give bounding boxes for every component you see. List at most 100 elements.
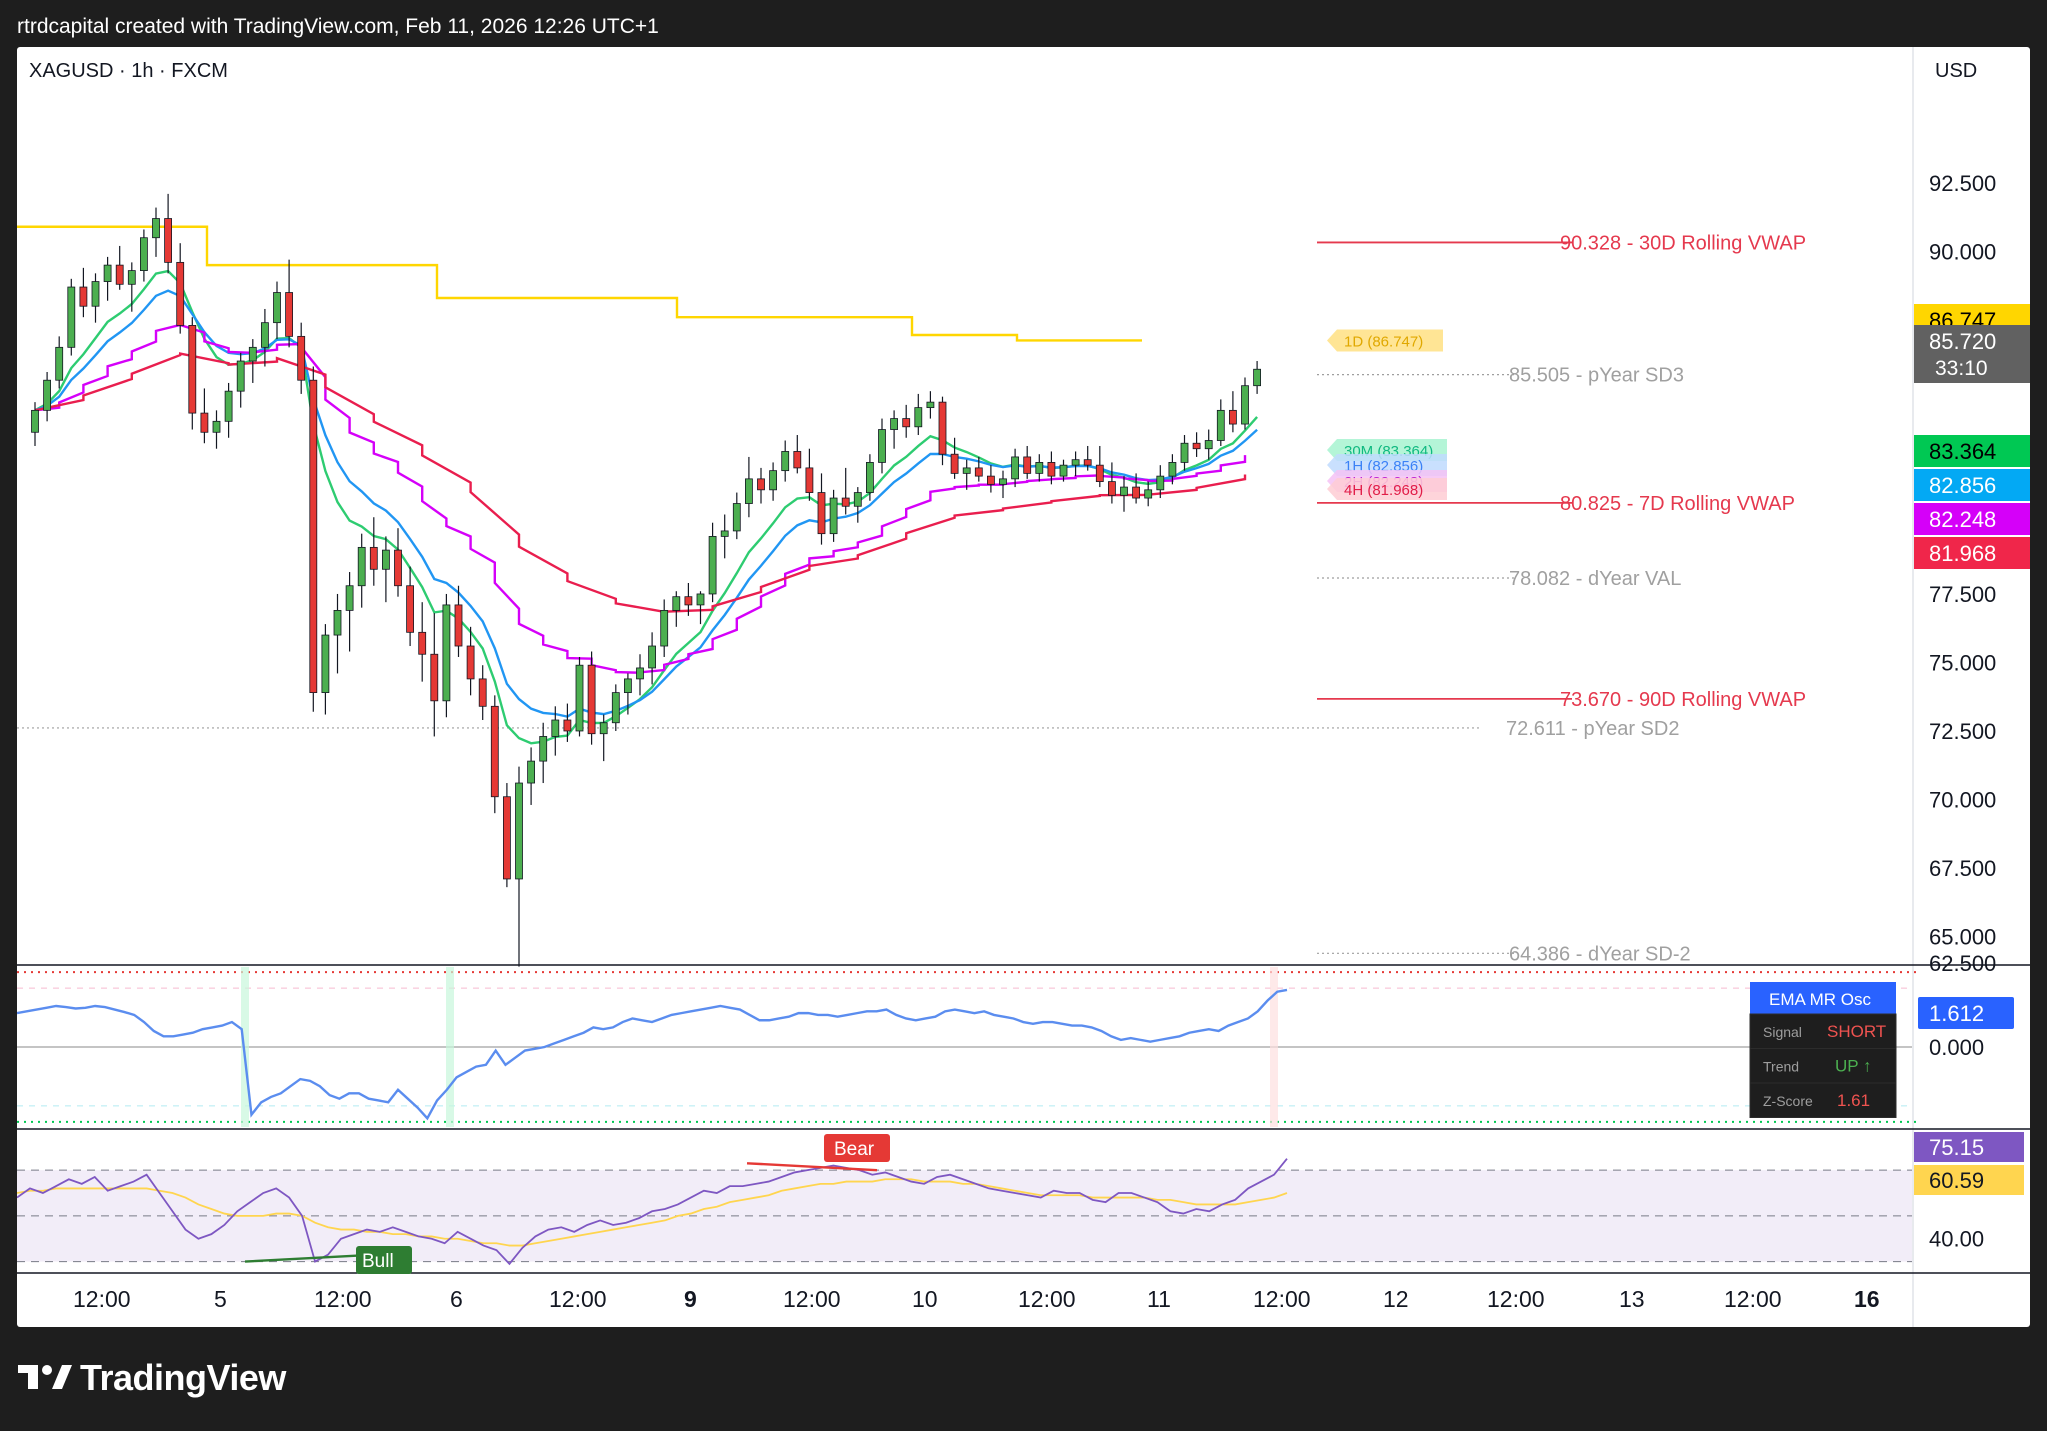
candle-body[interactable] xyxy=(309,379,318,694)
candle-body[interactable] xyxy=(466,645,475,680)
candle-body[interactable] xyxy=(321,634,330,694)
candle-body[interactable] xyxy=(817,492,826,535)
candle-body[interactable] xyxy=(793,451,802,469)
candle-body[interactable] xyxy=(176,261,185,326)
candle-body[interactable] xyxy=(369,546,378,570)
price-badge[interactable] xyxy=(1914,325,2030,383)
price-badge[interactable] xyxy=(1914,469,2030,501)
candle-body[interactable] xyxy=(853,492,862,507)
candle-body[interactable] xyxy=(866,462,874,493)
candle-body[interactable] xyxy=(454,604,463,647)
candle-body[interactable] xyxy=(381,549,390,570)
candle-body[interactable] xyxy=(152,218,160,239)
candle-body[interactable] xyxy=(31,409,39,433)
candle-body[interactable] xyxy=(1229,409,1237,425)
candle-body[interactable] xyxy=(720,530,729,537)
candle-body[interactable] xyxy=(878,429,886,463)
candle-body[interactable] xyxy=(1035,462,1044,474)
candle-body[interactable] xyxy=(1192,442,1201,450)
candle-body[interactable] xyxy=(248,346,257,362)
candle-body[interactable] xyxy=(55,346,64,381)
candle-body[interactable] xyxy=(805,467,814,493)
candle-body[interactable] xyxy=(490,705,499,798)
price-badge[interactable] xyxy=(1914,537,2030,569)
candle-body[interactable] xyxy=(418,631,427,655)
candle-body[interactable] xyxy=(999,478,1007,485)
candle-body[interactable] xyxy=(1023,456,1032,474)
candle-body[interactable] xyxy=(950,453,959,474)
candle-body[interactable] xyxy=(140,237,148,271)
candle-body[interactable] xyxy=(200,412,209,433)
price-badge[interactable] xyxy=(1914,435,2030,467)
chart-frame[interactable]: XAGUSD · 1h · FXCM USD 62.500 65.000 67.500 7… xyxy=(17,47,2030,1327)
candle-body[interactable] xyxy=(1144,489,1153,499)
candle-body[interactable] xyxy=(1095,464,1104,483)
candle-body[interactable] xyxy=(333,609,342,636)
candle-body[interactable] xyxy=(684,596,693,606)
candle-body[interactable] xyxy=(67,286,76,348)
candle-body[interactable] xyxy=(539,736,548,762)
candle-body[interactable] xyxy=(732,503,741,532)
candle-body[interactable] xyxy=(1253,368,1261,387)
tradingview-logo[interactable]: TradingView xyxy=(18,1352,286,1404)
candle-body[interactable] xyxy=(563,719,572,732)
candle-body[interactable] xyxy=(636,667,644,680)
candle-body[interactable] xyxy=(575,664,584,732)
candle-body[interactable] xyxy=(430,653,439,702)
candle-body[interactable] xyxy=(648,645,656,669)
candle-body[interactable] xyxy=(502,796,511,880)
osc-value-badge[interactable] xyxy=(1918,997,2014,1029)
candle-body[interactable] xyxy=(212,420,221,433)
candle-body[interactable] xyxy=(914,407,923,428)
candle-body[interactable] xyxy=(115,264,124,285)
candle-body[interactable] xyxy=(829,497,838,535)
candle-body[interactable] xyxy=(757,478,765,491)
candle-body[interactable] xyxy=(164,218,173,263)
candle-body[interactable] xyxy=(224,390,233,422)
candle-body[interactable] xyxy=(236,360,245,392)
candle-body[interactable] xyxy=(297,335,306,381)
candle-body[interactable] xyxy=(1241,385,1249,425)
candle-body[interactable] xyxy=(1216,409,1225,441)
candle-body[interactable] xyxy=(902,418,911,428)
candle-body[interactable] xyxy=(43,379,52,411)
candle-body[interactable] xyxy=(1120,486,1128,496)
candle-body[interactable] xyxy=(672,596,681,611)
rsi-ma-badge[interactable] xyxy=(1914,1165,2024,1195)
candle-body[interactable] xyxy=(1011,456,1019,480)
candle-body[interactable] xyxy=(974,467,983,477)
candle-body[interactable] xyxy=(696,593,705,606)
candle-body[interactable] xyxy=(273,292,281,324)
candle-body[interactable] xyxy=(745,478,753,504)
candle-body[interactable] xyxy=(708,536,717,595)
candle-body[interactable] xyxy=(890,418,898,430)
candle-body[interactable] xyxy=(1083,459,1092,466)
candle-body[interactable] xyxy=(599,722,608,735)
candle-body[interactable] xyxy=(406,585,415,633)
currency-label[interactable]: USD xyxy=(1935,60,1977,82)
candle-body[interactable] xyxy=(1132,486,1140,499)
candle-body[interactable] xyxy=(478,678,487,707)
candle-body[interactable] xyxy=(1108,481,1116,496)
candle-body[interactable] xyxy=(624,678,632,694)
candle-body[interactable] xyxy=(79,286,88,307)
candle-body[interactable] xyxy=(551,719,560,737)
candle-body[interactable] xyxy=(841,497,850,507)
candle-body[interactable] xyxy=(188,325,197,414)
candle-body[interactable] xyxy=(1047,462,1056,477)
candle-body[interactable] xyxy=(781,451,790,472)
candle-body[interactable] xyxy=(1204,440,1213,450)
candle-body[interactable] xyxy=(962,467,971,474)
candle-body[interactable] xyxy=(660,609,669,647)
candle-body[interactable] xyxy=(769,470,777,491)
candle-body[interactable] xyxy=(1059,464,1068,477)
candle-body[interactable] xyxy=(91,281,100,307)
candle-body[interactable] xyxy=(103,264,112,282)
candle-body[interactable] xyxy=(1180,442,1189,463)
candle-body[interactable] xyxy=(1168,462,1177,477)
candle-body[interactable] xyxy=(987,475,995,485)
candle-body[interactable] xyxy=(611,692,620,724)
candle-body[interactable] xyxy=(587,664,596,735)
candle-body[interactable] xyxy=(926,401,935,409)
